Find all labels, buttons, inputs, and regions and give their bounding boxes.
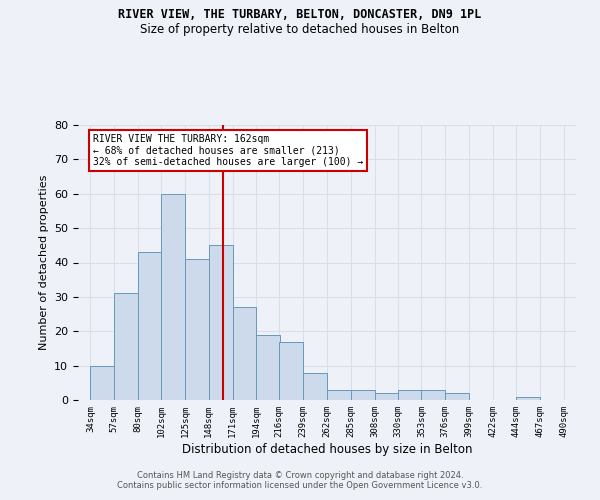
Bar [279, 342, 303, 400]
Bar [303, 372, 327, 400]
Text: Contains HM Land Registry data © Crown copyright and database right 2024.
Contai: Contains HM Land Registry data © Crown c… [118, 470, 482, 490]
Bar [421, 390, 445, 400]
Bar [398, 390, 421, 400]
Bar [233, 307, 256, 400]
Bar [445, 393, 469, 400]
Bar [185, 259, 209, 400]
Bar [351, 390, 375, 400]
Text: Size of property relative to detached houses in Belton: Size of property relative to detached ho… [140, 22, 460, 36]
Bar [138, 252, 162, 400]
Bar [91, 366, 115, 400]
Y-axis label: Number of detached properties: Number of detached properties [38, 175, 49, 350]
Bar [516, 396, 539, 400]
Bar [256, 334, 280, 400]
Text: RIVER VIEW, THE TURBARY, BELTON, DONCASTER, DN9 1PL: RIVER VIEW, THE TURBARY, BELTON, DONCAST… [118, 8, 482, 20]
Text: Distribution of detached houses by size in Belton: Distribution of detached houses by size … [182, 442, 472, 456]
Bar [161, 194, 185, 400]
Bar [375, 393, 398, 400]
Bar [115, 294, 138, 400]
Bar [327, 390, 351, 400]
Bar [209, 246, 233, 400]
Text: RIVER VIEW THE TURBARY: 162sqm
← 68% of detached houses are smaller (213)
32% of: RIVER VIEW THE TURBARY: 162sqm ← 68% of … [92, 134, 363, 167]
